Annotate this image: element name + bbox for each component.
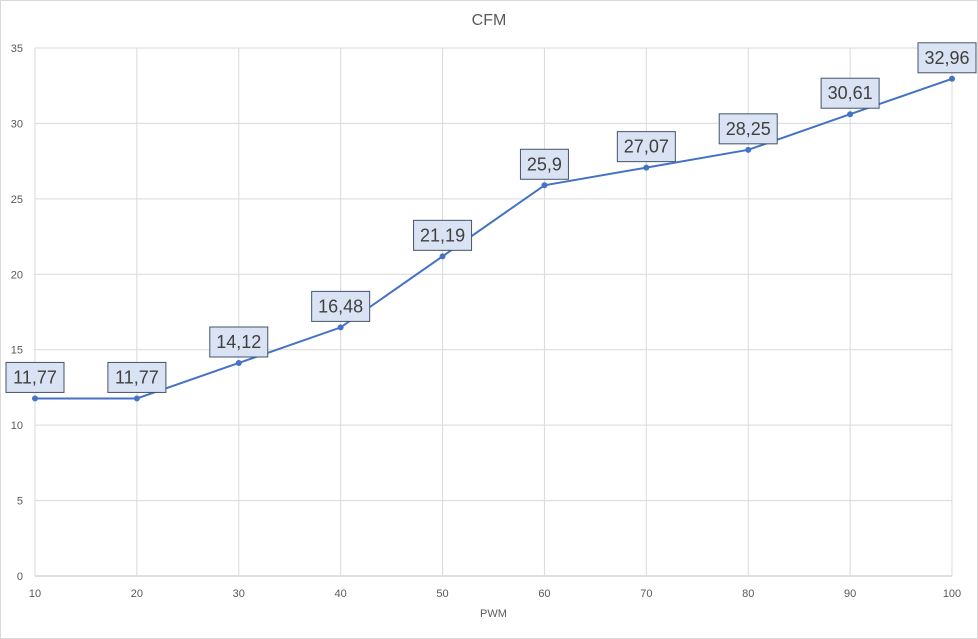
data-labels: 11,77 11,77 14,12 16,48 21,19 25,9 27,07 28,25 3… — [5, 42, 977, 393]
data-label-text: 11,77 — [115, 367, 159, 387]
y-tick-label: 30 — [11, 118, 23, 130]
series-polyline — [35, 77, 953, 400]
data-label-text: 25,9 — [527, 154, 562, 174]
data-label: 14,12 — [209, 326, 269, 358]
data-point-marker — [949, 75, 955, 82]
data-label: 21,19 — [413, 219, 473, 251]
data-point-marker — [643, 164, 650, 171]
data-label: 30,61 — [820, 77, 880, 109]
x-axis-ticks: 10 20 30 40 50 60 70 80 90 100 — [29, 588, 961, 600]
x-tick-label: 40 — [335, 588, 347, 600]
data-label-box — [917, 42, 977, 74]
data-point-marker — [133, 395, 140, 402]
data-label-text: 11,77 — [13, 367, 57, 387]
data-point-marker — [32, 395, 38, 402]
data-label: 27,07 — [616, 131, 676, 163]
data-point-marker — [541, 182, 548, 189]
data-label-box — [107, 361, 167, 393]
data-label-text: 16,48 — [318, 296, 363, 316]
data-label-text: 21,19 — [420, 225, 465, 245]
data-point-marker — [235, 359, 242, 366]
data-point-marker — [337, 324, 344, 331]
series-line — [32, 75, 955, 402]
y-tick-label: 5 — [17, 496, 23, 508]
y-tick-label: 25 — [11, 194, 23, 206]
y-tick-label: 35 — [11, 43, 23, 55]
data-label-box — [5, 361, 65, 393]
y-tick-label: 10 — [11, 420, 23, 432]
y-tick-label: 0 — [17, 571, 23, 583]
x-tick-label: 20 — [131, 588, 143, 600]
data-label: 11,77 — [5, 361, 65, 393]
data-label: 16,48 — [311, 290, 371, 322]
x-tick-label: 10 — [29, 588, 41, 600]
data-label: 11,77 — [107, 361, 167, 393]
data-label: 32,96 — [917, 42, 977, 74]
data-label-text: 28,25 — [726, 119, 771, 139]
data-label-text: 32,96 — [924, 48, 969, 68]
y-tick-label: 15 — [11, 345, 23, 357]
data-label-text: 14,12 — [216, 332, 261, 352]
data-label-box — [616, 131, 676, 163]
data-label-box — [209, 326, 269, 358]
x-tick-label: 90 — [844, 588, 856, 600]
y-tick-label: 20 — [11, 269, 23, 281]
data-label-text: 30,61 — [828, 83, 873, 103]
chart-title: CFM — [471, 12, 507, 29]
x-tick-label: 60 — [538, 588, 550, 600]
x-tick-label: 50 — [436, 588, 448, 600]
data-label: 25,9 — [519, 148, 569, 180]
x-tick-label: 100 — [943, 588, 961, 600]
y-axis-ticks: 0 5 10 15 20 25 30 35 — [11, 43, 23, 583]
data-label-box — [820, 77, 880, 109]
data-point-marker — [847, 111, 854, 118]
data-label-box — [413, 219, 473, 251]
data-label-box — [311, 290, 371, 322]
data-point-marker — [439, 253, 446, 260]
x-axis-label: PWM — [480, 608, 507, 620]
x-tick-label: 80 — [742, 588, 754, 600]
data-label-text: 27,07 — [624, 137, 669, 157]
data-point-marker — [745, 146, 752, 153]
data-label-box — [718, 113, 778, 145]
x-tick-label: 30 — [233, 588, 245, 600]
data-label-box — [519, 148, 569, 180]
x-tick-label: 70 — [640, 588, 652, 600]
data-label: 28,25 — [718, 113, 778, 145]
